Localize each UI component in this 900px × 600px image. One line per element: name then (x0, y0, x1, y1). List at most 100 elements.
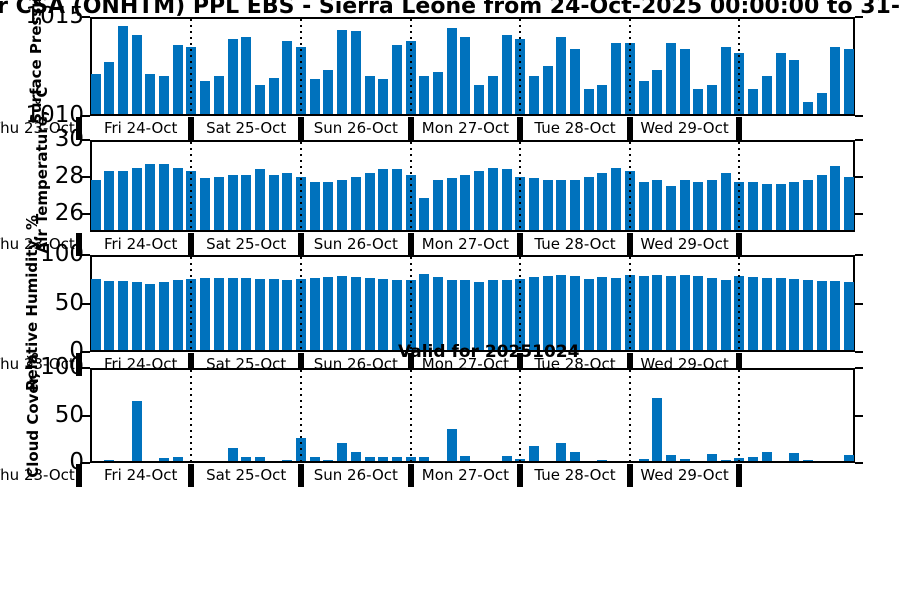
bar (693, 275, 704, 350)
x-day-label: Fri 24-Oct (103, 235, 178, 253)
day-tick (188, 233, 195, 256)
bar (254, 457, 265, 461)
y-tick-label: 30 (54, 126, 84, 152)
bar (542, 275, 553, 350)
day-boundary-gridline (519, 257, 522, 350)
y-tick-mark-left (82, 115, 90, 117)
bar (419, 75, 430, 114)
y-tick-label: 1015 (25, 3, 84, 29)
day-boundary-gridline (738, 142, 741, 230)
bar (364, 173, 375, 230)
bar (474, 85, 485, 114)
bar (802, 180, 813, 230)
bar (487, 167, 498, 230)
y-tick-mark-right (855, 212, 863, 215)
bar (816, 174, 827, 230)
bar (309, 277, 320, 350)
bar (419, 273, 430, 350)
bar (720, 460, 731, 461)
bar (309, 457, 320, 461)
x-day-label: Tue 28-Oct (534, 235, 616, 253)
bar (282, 279, 293, 350)
bar (556, 180, 567, 230)
day-boundary-gridline (628, 257, 631, 350)
bar (159, 75, 169, 114)
bar (391, 44, 402, 114)
y-tick-mark-left (82, 139, 90, 141)
y-axis-label: Cloud Cover, % (24, 352, 42, 478)
bar (131, 282, 142, 350)
x-day-label: Wed 29-Oct (640, 466, 729, 484)
bar (460, 456, 471, 461)
day-boundary-gridline (409, 19, 412, 114)
bar (665, 455, 676, 461)
bar (159, 458, 169, 461)
x-day-label: Thu 23-Oct (0, 235, 75, 253)
day-boundary-gridline (300, 257, 302, 350)
bar (364, 457, 375, 461)
day-tick (76, 353, 82, 376)
bar (638, 181, 649, 230)
bar (789, 181, 800, 230)
bar (761, 183, 772, 230)
y-tick-label: 28 (54, 162, 84, 189)
day-boundary-gridline (300, 142, 302, 230)
bar (433, 180, 443, 230)
bar (446, 27, 457, 114)
day-tick (407, 353, 414, 376)
bar (350, 276, 361, 350)
bar (501, 35, 512, 114)
bar (337, 180, 348, 230)
bar (652, 180, 663, 230)
bar (570, 275, 580, 350)
bar (802, 279, 813, 350)
day-boundary-gridline (190, 257, 193, 350)
bar (117, 171, 128, 230)
bar (665, 42, 676, 114)
day-tick (736, 464, 743, 487)
bar (364, 75, 375, 114)
x-day-label: Sun 26-Oct (313, 235, 398, 253)
day-tick (76, 464, 82, 487)
bar (748, 457, 759, 461)
bar (460, 174, 471, 230)
day-boundary-gridline (519, 370, 522, 461)
x-day-label: Sat 25-Oct (206, 235, 287, 253)
bar (282, 41, 293, 114)
x-day-label: Wed 29-Oct (640, 119, 729, 137)
day-tick (517, 233, 524, 256)
y-tick-mark-right (855, 115, 863, 117)
bar (268, 77, 279, 114)
bar (693, 181, 704, 230)
bar (364, 277, 375, 350)
bar (802, 102, 813, 114)
bar (775, 183, 786, 230)
bar (748, 276, 759, 350)
bar (391, 457, 402, 461)
y-tick-label: 100 (40, 354, 84, 380)
bar (446, 279, 457, 350)
x-day-label: Fri 24-Oct (103, 119, 178, 137)
bar (679, 48, 690, 114)
day-tick (188, 353, 195, 376)
cloud-cover-axes (90, 368, 855, 463)
bar (665, 185, 676, 230)
day-boundary-gridline (519, 142, 522, 230)
y-tick-label: 26 (54, 199, 84, 226)
bar (433, 71, 443, 114)
bar (145, 164, 156, 230)
bar (433, 276, 443, 350)
y-tick-mark-right (855, 16, 863, 18)
y-tick-mark-left (82, 254, 90, 256)
bar (570, 451, 580, 461)
y-tick-label: 1010 (25, 102, 84, 128)
bar (474, 282, 485, 350)
bar (597, 85, 608, 114)
bar (570, 48, 580, 114)
bar (844, 48, 854, 114)
x-day-label: Fri 24-Oct (103, 466, 178, 484)
bar (474, 171, 485, 230)
bar (570, 180, 580, 230)
day-tick (626, 233, 633, 256)
bar (556, 274, 567, 350)
